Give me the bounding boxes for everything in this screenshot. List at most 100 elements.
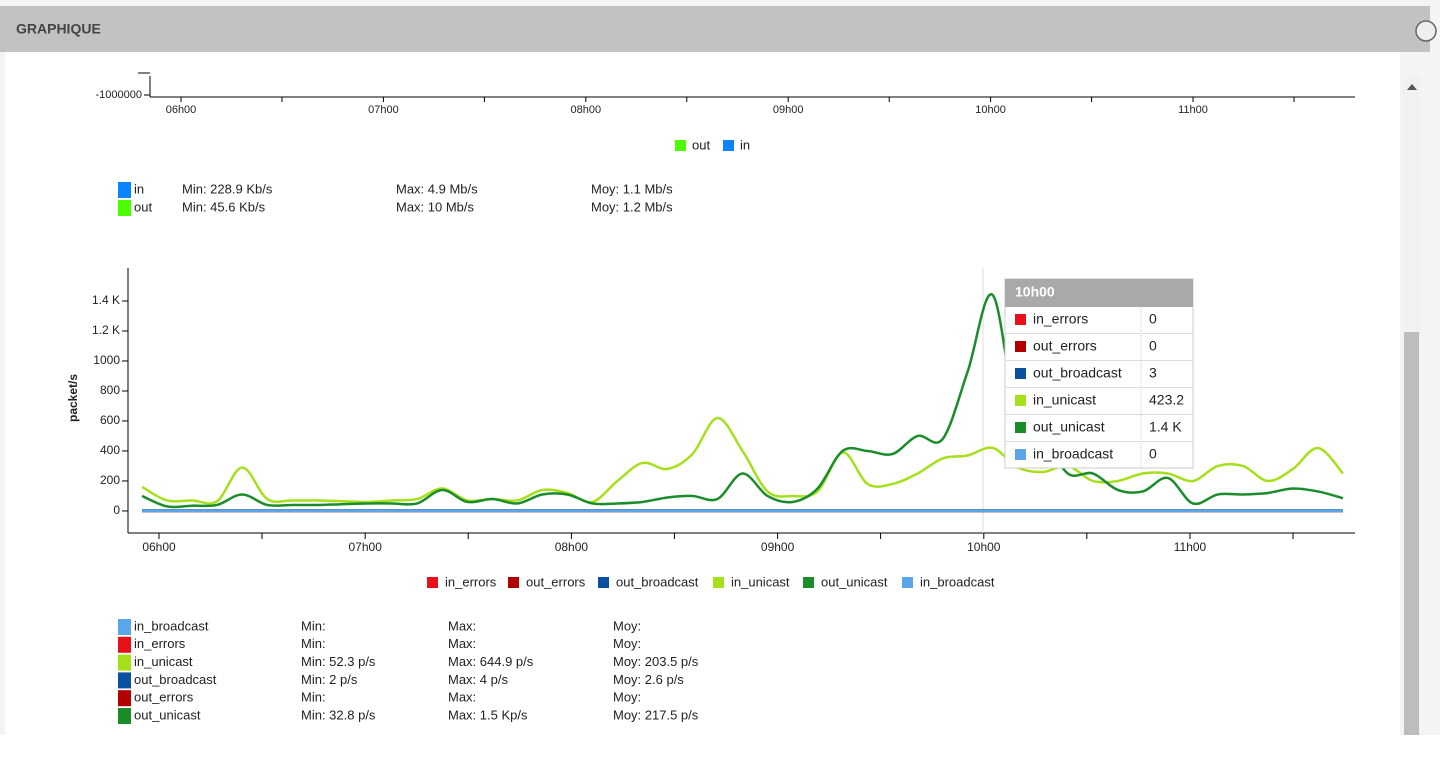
y-tick-label: 1000 [93,353,120,367]
stats-swatch [118,619,131,635]
legend-label: in_errors [445,574,497,589]
stats-max: Max: [448,636,476,651]
stats-min: Min: [301,636,326,651]
tooltip-name: out_broadcast [1033,365,1122,381]
stats-swatch [118,690,131,707]
y-tick-label: 200 [100,473,120,487]
legend-swatch [803,577,814,588]
y-tick-label: 0 [113,503,120,517]
stats-swatch [118,672,131,689]
stats-max: Max: [448,690,476,705]
tooltip-value: 423.2 [1149,392,1184,408]
legend-label: out_errors [526,574,586,589]
x-tick-label: 06h00 [166,104,197,116]
legend-label: in_broadcast [920,574,995,589]
stats-name: out_errors [134,690,194,705]
tooltip-value: 1.4 K [1149,419,1182,435]
stats-max: Max: 10 Mb/s [396,199,475,214]
series-line [141,293,1344,509]
legend-swatch [723,140,734,151]
x-tick-label: 10h00 [967,540,1001,554]
stats-swatch [118,200,131,216]
legend-label: out_broadcast [616,574,699,589]
stats-moy: Moy: [613,618,641,633]
y-tick-label: 400 [100,443,120,457]
x-tick-label: 08h00 [571,104,602,116]
tooltip-name: out_unicast [1033,419,1105,435]
tooltip-title: 10h00 [1015,284,1055,300]
x-tick-label: 08h00 [555,540,589,554]
legend-label: in_unicast [731,574,790,589]
tooltip-swatch [1015,395,1026,406]
stats-moy: Moy: 2.6 p/s [613,672,684,687]
stats-min: Min: 2 p/s [301,672,358,687]
legend-swatch [902,577,913,588]
stats-max: Max: 644.9 p/s [448,654,534,669]
stats-swatch [118,182,131,198]
stats-name: out [134,199,152,214]
tooltip-name: in_broadcast [1033,446,1113,462]
stats-max: Max: 1.5 Kp/s [448,707,528,722]
stats-min: Min: 52.3 p/s [301,654,376,669]
y-tick-label: 600 [100,413,120,427]
stats-min: Min: [301,690,326,705]
stats-min: Min: 45.6 Kb/s [182,199,266,214]
header-title: GRAPHIQUE [16,21,101,37]
stats-moy: Moy: 1.1 Mb/s [591,181,673,196]
tooltip-name: in_errors [1033,311,1088,327]
stats-moy: Moy: [613,636,641,651]
tooltip-value: 0 [1149,338,1157,354]
legend-swatch [675,140,686,151]
tooltip-swatch [1015,314,1026,325]
stats-name: in [134,181,144,196]
scroll-up-arrow[interactable] [1407,84,1417,90]
stats-name: in_errors [134,636,186,651]
close-button[interactable] [1415,20,1437,42]
stats-moy: Moy: 1.2 Mb/s [591,199,673,214]
scrollbar-thumb[interactable] [1404,332,1419,735]
header-bar [0,6,1430,52]
stats-min: Min: 32.8 p/s [301,707,376,722]
x-tick-label: 09h00 [761,540,795,554]
series-line [141,416,1344,505]
x-tick-label: 06h00 [142,540,176,554]
legend-swatch [713,577,724,588]
legend-swatch [508,577,519,588]
tooltip-value: 0 [1149,446,1157,462]
x-tick-label: 11h00 [1178,104,1208,116]
tooltip-name: out_errors [1033,338,1097,354]
stats-swatch [118,636,131,653]
legend-swatch [598,577,609,588]
stats-min: Min: [301,618,326,633]
footer-space [0,735,1440,778]
y-axis-label: packet/s [66,374,80,422]
y-tick-label: 800 [100,383,120,397]
tooltip-swatch [1015,368,1026,379]
x-tick-label: 11h00 [1174,540,1207,554]
x-tick-label: 09h00 [773,104,804,116]
stats-swatch [118,708,131,724]
y-tick-label: -1000000 [96,89,143,101]
tooltip-value: 0 [1149,311,1157,327]
tooltip-name: in_unicast [1033,392,1096,408]
stats-name: in_broadcast [134,618,209,633]
stats-name: in_unicast [134,654,193,669]
tooltip-header [1005,279,1193,307]
stats-name: out_broadcast [134,672,217,687]
stats-moy: Moy: 203.5 p/s [613,654,699,669]
tooltip-swatch [1015,422,1026,433]
legend-label: in [740,137,750,152]
stats-moy: Moy: [613,690,641,705]
stats-moy: Moy: 217.5 p/s [613,707,699,722]
stats-min: Min: 228.9 Kb/s [182,181,273,196]
legend-swatch [427,577,438,588]
y-tick-label: 1.4 K [92,293,120,307]
stats-max: Max: 4.9 Mb/s [396,181,478,196]
tooltip-value: 3 [1149,365,1157,381]
stats-name: out_unicast [134,707,201,722]
stats-max: Max: [448,618,476,633]
legend-label: out [692,137,710,152]
stats-max: Max: 4 p/s [448,672,508,687]
